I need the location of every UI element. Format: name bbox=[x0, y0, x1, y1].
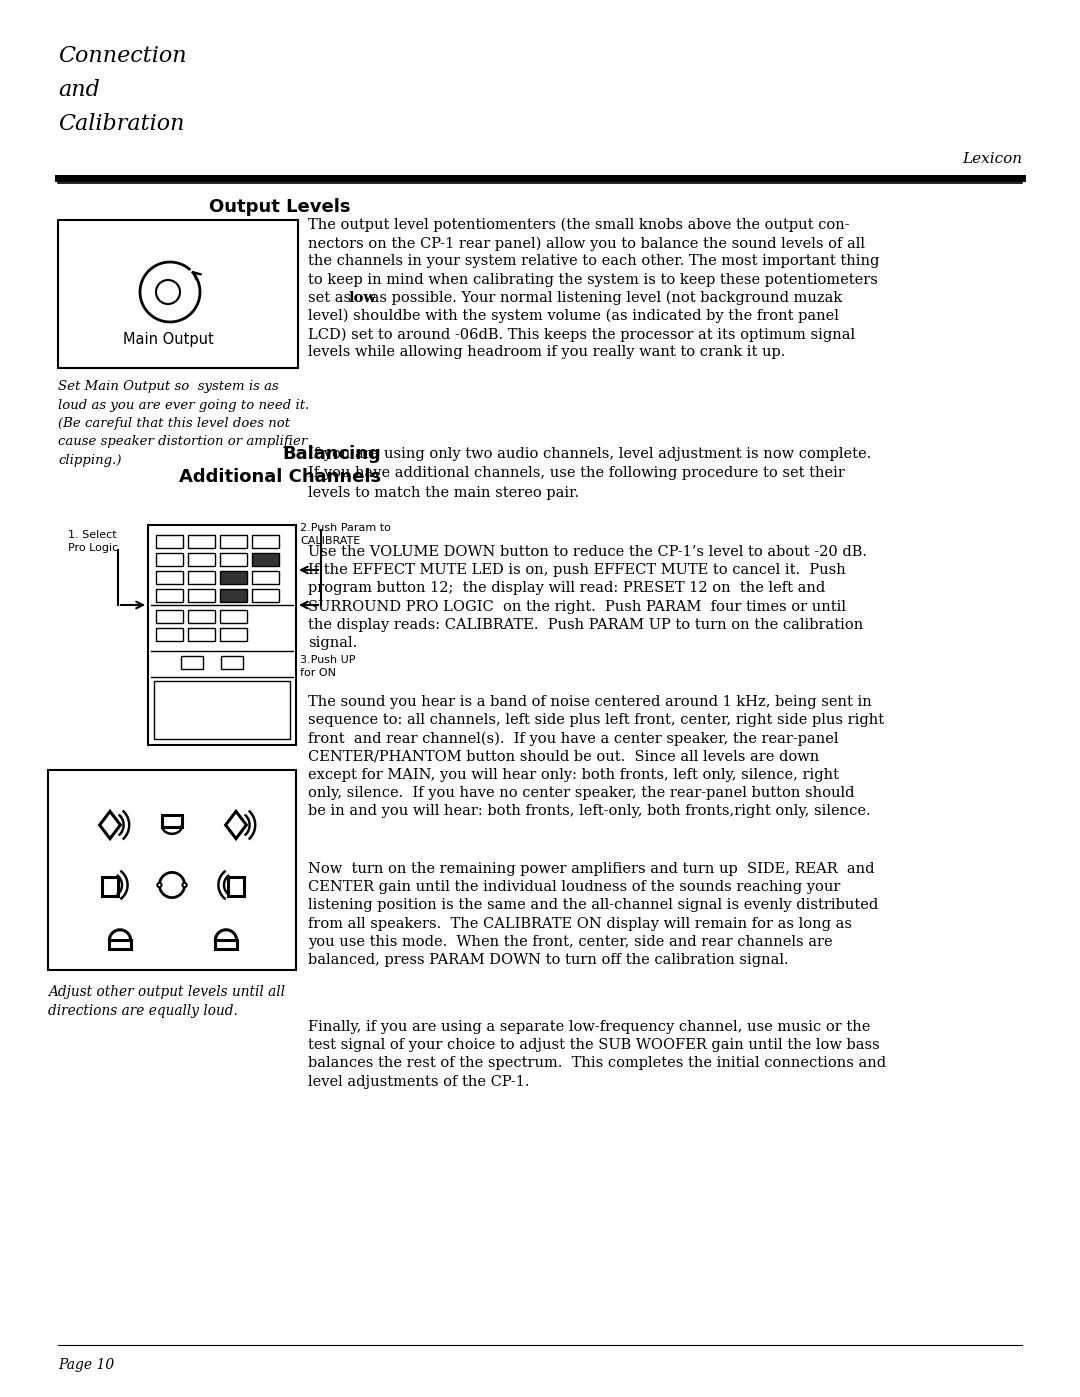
Text: Page 10: Page 10 bbox=[58, 1358, 114, 1372]
Bar bbox=[221, 657, 243, 669]
Text: Finally, if you are using a separate low-frequency channel, use music or the: Finally, if you are using a separate low… bbox=[308, 1020, 870, 1034]
Circle shape bbox=[156, 279, 180, 305]
Text: LCD) set to around -06dB. This keeps the processor at its optimum signal: LCD) set to around -06dB. This keeps the… bbox=[308, 327, 855, 342]
Text: 2.Push Param to
CALIBRATE: 2.Push Param to CALIBRATE bbox=[300, 522, 391, 546]
Text: The sound you hear is a band of noise centered around 1 kHz, being sent in: The sound you hear is a band of noise ce… bbox=[308, 694, 872, 710]
Bar bbox=[48, 770, 296, 970]
Bar bbox=[188, 571, 215, 584]
Text: 1. Select
Pro Logic: 1. Select Pro Logic bbox=[68, 529, 118, 553]
Bar bbox=[188, 590, 215, 602]
Bar bbox=[102, 877, 118, 897]
Text: be in and you will hear: both fronts, left-only, both fronts,right only, silence: be in and you will hear: both fronts, le… bbox=[308, 805, 870, 819]
Text: The output level potentiomenters (the small knobs above the output con-: The output level potentiomenters (the sm… bbox=[308, 218, 850, 232]
Text: Connection
and
Calibration: Connection and Calibration bbox=[58, 45, 187, 134]
Bar bbox=[220, 535, 247, 548]
Text: as possible. Your normal listening level (not background muzak: as possible. Your normal listening level… bbox=[366, 291, 842, 305]
Bar bbox=[252, 553, 279, 566]
Text: CENTER/PHANTOM button should be out.  Since all levels are down: CENTER/PHANTOM button should be out. Sin… bbox=[308, 750, 820, 764]
Text: program button 12;  the display will read: PRESET 12 on  the left and: program button 12; the display will read… bbox=[308, 581, 825, 595]
Bar bbox=[156, 571, 183, 584]
Bar bbox=[252, 590, 279, 602]
Bar bbox=[188, 535, 215, 548]
Text: Balancing
Additional Channels: Balancing Additional Channels bbox=[179, 446, 381, 486]
Bar bbox=[58, 219, 298, 367]
Text: except for MAIN, you will hear only: both fronts, left only, silence, right: except for MAIN, you will hear only: bot… bbox=[308, 768, 839, 782]
Text: listening position is the same and the all-channel signal is evenly distributed: listening position is the same and the a… bbox=[308, 898, 878, 912]
Text: 3.Push UP
for ON: 3.Push UP for ON bbox=[300, 655, 355, 678]
Text: If the EFFECT MUTE LED is on, push EFFECT MUTE to cancel it.  Push: If the EFFECT MUTE LED is on, push EFFEC… bbox=[308, 563, 846, 577]
Bar bbox=[252, 535, 279, 548]
Circle shape bbox=[160, 872, 185, 898]
Text: sequence to: all channels, left side plus left front, center, right side plus ri: sequence to: all channels, left side plu… bbox=[308, 714, 885, 728]
Text: Set Main Output so  system is as
loud as you are ever going to need it.
(Be care: Set Main Output so system is as loud as … bbox=[58, 380, 309, 467]
Text: front  and rear channel(s).  If you have a center speaker, the rear-panel: front and rear channel(s). If you have a… bbox=[308, 732, 838, 746]
Bar bbox=[220, 590, 247, 602]
Text: balanced, press PARAM DOWN to turn off the calibration signal.: balanced, press PARAM DOWN to turn off t… bbox=[308, 953, 788, 967]
Text: level adjustments of the CP-1.: level adjustments of the CP-1. bbox=[308, 1074, 529, 1088]
Bar bbox=[188, 610, 215, 623]
Polygon shape bbox=[226, 812, 246, 838]
Text: level) shouldbe with the system volume (as indicated by the front panel: level) shouldbe with the system volume (… bbox=[308, 309, 839, 323]
Text: the channels in your system relative to each other. The most important thing: the channels in your system relative to … bbox=[308, 254, 879, 268]
Text: Lexicon: Lexicon bbox=[962, 152, 1022, 166]
Bar bbox=[220, 571, 247, 584]
Text: the display reads: CALIBRATE.  Push PARAM UP to turn on the calibration: the display reads: CALIBRATE. Push PARAM… bbox=[308, 617, 863, 631]
Text: Main Output: Main Output bbox=[123, 332, 214, 346]
Bar bbox=[109, 940, 131, 950]
Bar bbox=[156, 610, 183, 623]
Text: low: low bbox=[349, 291, 377, 305]
Bar bbox=[220, 629, 247, 641]
Bar bbox=[156, 535, 183, 548]
Text: balances the rest of the spectrum.  This completes the initial connections and: balances the rest of the spectrum. This … bbox=[308, 1056, 886, 1070]
Bar bbox=[148, 525, 296, 745]
Text: to keep in mind when calibrating the system is to keep these potentiometers: to keep in mind when calibrating the sys… bbox=[308, 272, 878, 286]
Bar bbox=[216, 940, 237, 950]
Text: signal.: signal. bbox=[308, 636, 357, 650]
Circle shape bbox=[183, 883, 187, 887]
Bar bbox=[252, 571, 279, 584]
Bar bbox=[188, 553, 215, 566]
Bar bbox=[156, 590, 183, 602]
Text: CENTER gain until the individual loudness of the sounds reaching your: CENTER gain until the individual loudnes… bbox=[308, 880, 840, 894]
Text: only, silence.  If you have no center speaker, the rear-panel button should: only, silence. If you have no center spe… bbox=[308, 787, 854, 800]
Bar bbox=[220, 610, 247, 623]
Bar bbox=[188, 629, 215, 641]
Text: If you are using only two audio channels, level adjustment is now complete.
If y: If you are using only two audio channels… bbox=[308, 447, 872, 500]
Bar bbox=[156, 629, 183, 641]
Text: Output Levels: Output Levels bbox=[210, 198, 351, 217]
Bar bbox=[156, 553, 183, 566]
Bar bbox=[220, 553, 247, 566]
Circle shape bbox=[158, 883, 162, 887]
Text: levels while allowing headroom if you really want to crank it up.: levels while allowing headroom if you re… bbox=[308, 345, 785, 359]
Text: you use this mode.  When the front, center, side and rear channels are: you use this mode. When the front, cente… bbox=[308, 935, 833, 949]
Text: SURROUND PRO LOGIC  on the right.  Push PARAM  four times or until: SURROUND PRO LOGIC on the right. Push PA… bbox=[308, 599, 846, 613]
Bar bbox=[162, 814, 183, 827]
Text: from all speakers.  The CALIBRATE ON display will remain for as long as: from all speakers. The CALIBRATE ON disp… bbox=[308, 916, 852, 930]
Text: Adjust other output levels until all
directions are equally loud.: Adjust other output levels until all dir… bbox=[48, 985, 285, 1018]
Bar bbox=[228, 877, 244, 897]
Text: Now  turn on the remaining power amplifiers and turn up  SIDE, REAR  and: Now turn on the remaining power amplifie… bbox=[308, 862, 875, 876]
Polygon shape bbox=[99, 812, 120, 838]
Text: nectors on the CP-1 rear panel) allow you to balance the sound levels of all: nectors on the CP-1 rear panel) allow yo… bbox=[308, 236, 865, 250]
Text: Use the VOLUME DOWN button to reduce the CP-1’s level to about -20 dB.: Use the VOLUME DOWN button to reduce the… bbox=[308, 545, 867, 559]
Text: set as: set as bbox=[308, 291, 355, 305]
Bar bbox=[154, 680, 291, 739]
Text: test signal of your choice to adjust the SUB WOOFER gain until the low bass: test signal of your choice to adjust the… bbox=[308, 1038, 880, 1052]
Bar bbox=[181, 657, 203, 669]
